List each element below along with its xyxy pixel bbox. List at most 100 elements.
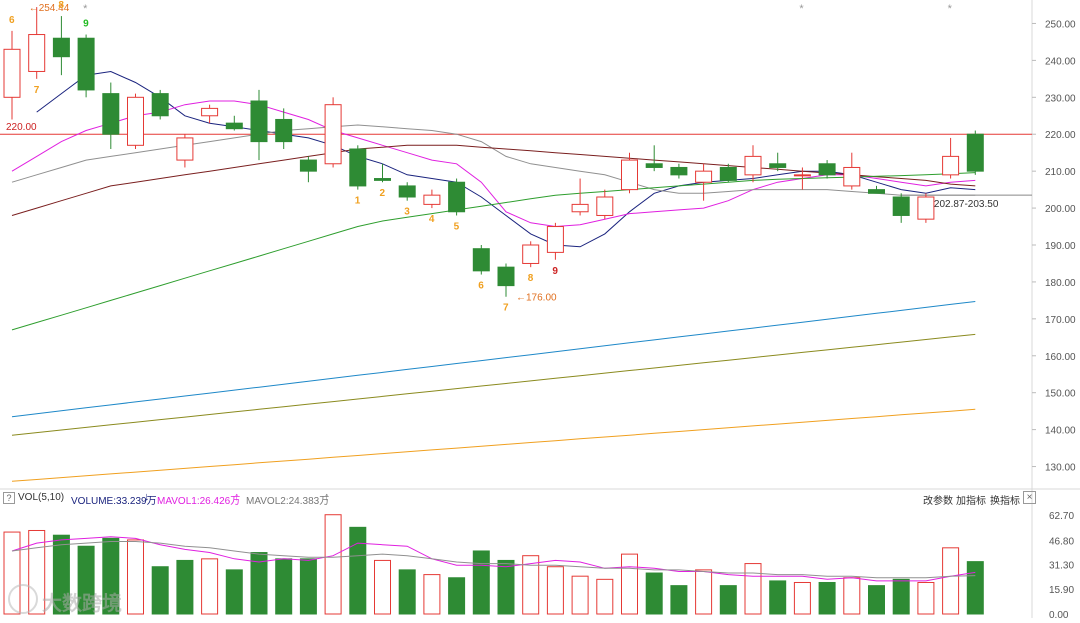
mavol2-value: MAVOL2:24.383万 [246, 496, 330, 507]
volume-bar [744, 563, 762, 615]
td-count-label: 4 [429, 214, 435, 225]
volume-bar [448, 577, 466, 615]
candle-body [423, 194, 441, 205]
add-indicator-button[interactable]: 加指标 [956, 496, 986, 507]
price-annotation: ←254.44 [29, 3, 70, 14]
volume-bar [917, 581, 935, 615]
close-icon[interactable]: × [1023, 491, 1036, 504]
price-annotation: 220.00 [6, 122, 37, 133]
volume-panel [3, 514, 984, 615]
volume-bar [843, 577, 861, 615]
volume-bar [201, 558, 219, 615]
volume-bar [349, 526, 367, 615]
moving-average-line [11, 301, 976, 418]
candle-body [966, 133, 984, 172]
signal-marker: * [948, 3, 953, 15]
price-tick-label: 250.00 [1045, 19, 1076, 30]
candle-body [670, 166, 688, 176]
candle-body [448, 181, 466, 213]
help-button[interactable]: ? [3, 492, 15, 504]
candle-body [176, 137, 194, 161]
price-tick-label: 140.00 [1045, 426, 1076, 437]
volume-bar [151, 566, 169, 615]
volume-bar [374, 559, 391, 615]
candle-body [201, 107, 219, 117]
candle-body [349, 148, 367, 187]
moving-average-line [11, 144, 976, 216]
volume-bar [3, 531, 21, 615]
candle-body [645, 163, 663, 168]
volume-bar [695, 569, 713, 615]
moving-average-lines [11, 70, 976, 482]
volume-bar [324, 514, 342, 615]
moving-average-line [11, 408, 976, 482]
volume-ma-line [11, 536, 976, 582]
price-tick-label: 130.00 [1045, 463, 1076, 474]
volume-tick-label: 31.30 [1049, 561, 1074, 572]
moving-average-line [11, 124, 976, 196]
volume-bar [621, 553, 638, 615]
volume-bar [299, 558, 317, 615]
td-count-label: 7 [503, 303, 509, 314]
volume-tick-label: 46.80 [1049, 536, 1074, 547]
candle-body [250, 100, 268, 143]
volume-bar [127, 539, 144, 615]
indicator-label: VOL(5,10) [18, 492, 65, 503]
volume-value: VOLUME:33.239万 [71, 496, 157, 507]
candle-body [225, 122, 243, 130]
edit-params-button[interactable]: 改参数 [923, 496, 953, 507]
price-annotation: 202.87-203.50 [934, 199, 999, 210]
candle-body [497, 266, 515, 287]
volume-bar [77, 545, 95, 615]
candles [3, 7, 984, 297]
candle-body [695, 170, 713, 183]
price-tick-label: 220.00 [1045, 130, 1076, 141]
candle-body [522, 244, 540, 264]
candle-body [843, 166, 861, 187]
volume-tick-label: 62.70 [1049, 511, 1074, 522]
price-tick-label: 210.00 [1045, 167, 1076, 178]
candle-body [719, 166, 737, 181]
candle-body [868, 189, 885, 194]
td-count-label: 3 [404, 207, 410, 218]
candle-body [77, 37, 95, 91]
volume-bar [176, 559, 194, 615]
candle-body [818, 163, 836, 176]
price-tick-label: 160.00 [1045, 352, 1076, 363]
volume-bar [28, 529, 46, 615]
candle-body [127, 96, 144, 146]
volume-bar [225, 569, 243, 615]
volume-tick-label: 15.90 [1049, 585, 1074, 596]
switch-indicator-button[interactable]: 换指标 [990, 496, 1020, 507]
volume-bar [818, 581, 836, 615]
candle-body [28, 34, 46, 72]
signal-marker: * [799, 3, 804, 15]
candle-body [571, 203, 589, 213]
mavol1-value: MAVOL1:26.426万 [157, 496, 241, 507]
price-annotation: ←176.00 [516, 293, 557, 304]
volume-bar [793, 581, 811, 615]
td-count-label: 8 [528, 273, 534, 284]
volume-bar [769, 580, 787, 615]
candle-body [942, 155, 960, 176]
price-tick-label: 170.00 [1045, 315, 1076, 326]
volume-bar [942, 547, 960, 615]
price-tick-label: 200.00 [1045, 204, 1076, 215]
candle-body [793, 174, 811, 177]
volume-arrow-icon: ↓ [144, 491, 150, 503]
volume-tick-label: 0.00 [1049, 610, 1069, 618]
price-tick-label: 230.00 [1045, 93, 1076, 104]
candle-body [621, 159, 638, 191]
volume-header: ? VOL(5,10) VOLUME:33.239万 ↓ MAVOL1:26.4… [0, 489, 1080, 509]
mavol2-arrow-icon: ↑ [324, 491, 330, 503]
volume-bar [719, 585, 737, 615]
candle-body [917, 196, 935, 220]
td-count-label: 9 [552, 266, 558, 277]
volume-bar [472, 550, 490, 615]
td-count-label: 8 [58, 0, 64, 11]
volume-bar [596, 578, 614, 615]
volume-bar [102, 537, 120, 615]
y-axis: 250.00 240.00 230.00 220.00 210.00 200.00 190.… [1032, 19, 1076, 621]
td-count-label: 6 [478, 281, 484, 292]
